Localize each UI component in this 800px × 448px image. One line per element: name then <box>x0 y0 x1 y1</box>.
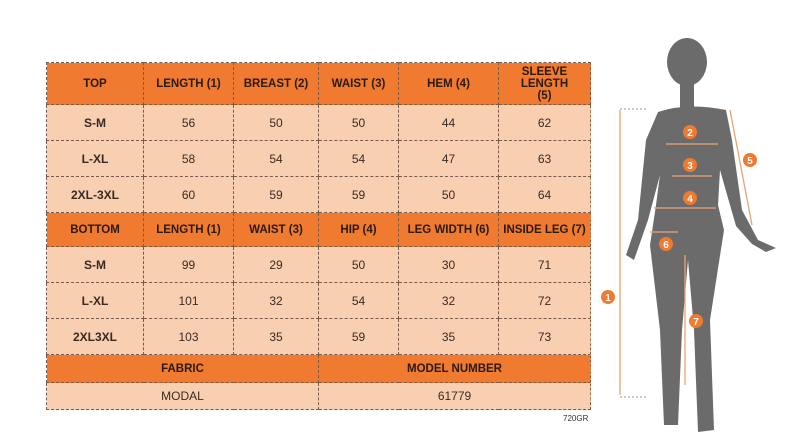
value-cell: 60 <box>143 176 234 213</box>
value-cell: 101 <box>143 282 234 319</box>
value-cell: 32 <box>233 282 319 319</box>
marker-2: 2 <box>687 128 693 139</box>
value-cell: 56 <box>143 104 234 141</box>
value-cell: 32 <box>398 282 499 319</box>
measure-lines <box>590 108 753 400</box>
header-cell: WAIST (3) <box>233 212 319 247</box>
header-cell: HIP (4) <box>318 212 399 247</box>
value-cell: 50 <box>233 104 319 141</box>
header-cell: INSIDE LEG (7) <box>498 212 591 247</box>
header-cell: BREAST (2) <box>233 62 319 105</box>
model-number-value: 61779 <box>318 382 591 410</box>
value-cell: 58 <box>143 140 234 177</box>
size-chart-table: TOP LENGTH (1) BREAST (2) WAIST (3) HEM … <box>46 62 591 410</box>
value-cell: 35 <box>398 318 499 355</box>
header-cell: LENGTH (1) <box>143 62 234 105</box>
marker-7: 7 <box>693 317 699 328</box>
value-cell: 73 <box>498 318 591 355</box>
marker-4: 4 <box>687 194 693 205</box>
table-row: 2XL3XL 103 35 59 35 73 <box>46 318 591 355</box>
size-cell: 2XL-3XL <box>46 176 144 213</box>
value-cell: 63 <box>498 140 591 177</box>
header-cell: LENGTH (1) <box>143 212 234 247</box>
value-cell: 44 <box>398 104 499 141</box>
header-cell: LEG WIDTH (6) <box>398 212 499 247</box>
info-row: MODAL 61779 <box>46 382 591 410</box>
value-cell: 50 <box>318 104 399 141</box>
header-cell: SLEEVE LENGTH (5) <box>498 62 591 105</box>
marker-3: 3 <box>687 161 693 172</box>
model-number-header: MODEL NUMBER <box>318 354 591 383</box>
measure-markers: 1 2 3 4 5 6 7 <box>601 125 757 328</box>
value-cell: 103 <box>143 318 234 355</box>
header-cell: HEM (4) <box>398 62 499 105</box>
bottom-header-row: BOTTOM LENGTH (1) WAIST (3) HIP (4) LEG WIDT… <box>46 212 591 247</box>
value-cell: 99 <box>143 246 234 283</box>
table-row: S-M 56 50 50 44 62 <box>46 104 591 141</box>
size-cell: S-M <box>46 104 144 141</box>
fabric-header: FABRIC <box>46 354 319 383</box>
marker-6: 6 <box>663 240 669 251</box>
header-cell: WAIST (3) <box>318 62 399 105</box>
value-cell: 35 <box>233 318 319 355</box>
size-cell: 2XL3XL <box>46 318 144 355</box>
marker-1: 1 <box>605 293 611 304</box>
value-cell: 59 <box>233 176 319 213</box>
value-cell: 50 <box>318 246 399 283</box>
value-cell: 47 <box>398 140 499 177</box>
size-cell: L-XL <box>46 140 144 177</box>
value-cell: 30 <box>398 246 499 283</box>
value-cell: 59 <box>318 318 399 355</box>
value-cell: 64 <box>498 176 591 213</box>
info-header-row: FABRIC MODEL NUMBER <box>46 354 591 383</box>
header-cell: TOP <box>46 62 144 105</box>
fabric-value: MODAL <box>46 382 319 410</box>
table-row: L-XL 58 54 54 47 63 <box>46 140 591 177</box>
table-row: 2XL-3XL 60 59 59 50 64 <box>46 176 591 213</box>
product-code: 720GR <box>563 414 589 423</box>
table-row: S-M 99 29 50 30 71 <box>46 246 591 283</box>
table-row: L-XL 101 32 54 32 72 <box>46 282 591 319</box>
body-silhouette <box>626 38 776 432</box>
value-cell: 72 <box>498 282 591 319</box>
value-cell: 59 <box>318 176 399 213</box>
size-cell: L-XL <box>46 282 144 319</box>
value-cell: 54 <box>233 140 319 177</box>
header-cell: BOTTOM <box>46 212 144 247</box>
top-header-row: TOP LENGTH (1) BREAST (2) WAIST (3) HEM … <box>46 62 591 105</box>
body-measurement-diagram: 1 2 3 4 5 6 7 <box>590 38 776 432</box>
size-cell: S-M <box>46 246 144 283</box>
value-cell: 54 <box>318 140 399 177</box>
value-cell: 62 <box>498 104 591 141</box>
value-cell: 29 <box>233 246 319 283</box>
value-cell: 54 <box>318 282 399 319</box>
value-cell: 50 <box>398 176 499 213</box>
marker-5: 5 <box>747 156 753 167</box>
value-cell: 71 <box>498 246 591 283</box>
